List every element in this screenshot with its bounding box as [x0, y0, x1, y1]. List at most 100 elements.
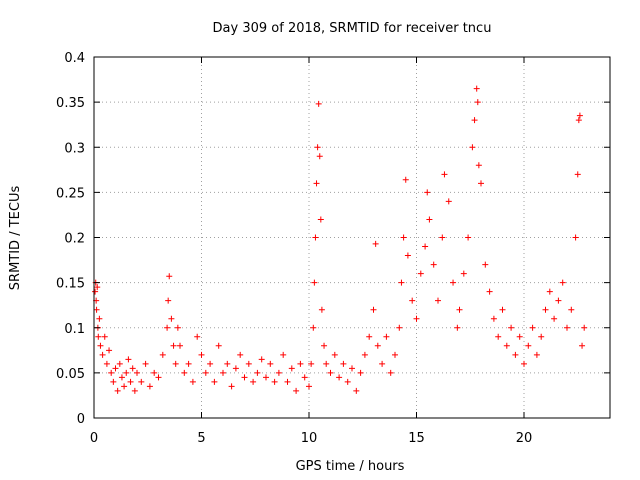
data-point [181, 369, 188, 376]
data-point [166, 273, 173, 280]
x-tick-label: 20 [516, 431, 533, 446]
data-point [516, 333, 523, 340]
data-point [284, 378, 291, 385]
data-point [317, 216, 324, 223]
data-point [475, 162, 482, 169]
data-point [131, 387, 138, 394]
data-point [271, 378, 278, 385]
data-point [159, 351, 166, 358]
data-point [164, 324, 171, 331]
data-point [106, 347, 113, 354]
data-point [413, 315, 420, 322]
data-point [194, 333, 201, 340]
data-point [321, 342, 328, 349]
data-point [454, 324, 461, 331]
data-point [134, 369, 140, 376]
data-point [441, 171, 448, 178]
data-point [146, 383, 153, 390]
data-point [207, 360, 214, 367]
data-point [486, 288, 493, 295]
data-point [110, 378, 117, 385]
data-point [170, 342, 177, 349]
y-tick-label: 0.2 [64, 232, 85, 247]
data-point [94, 284, 101, 291]
data-point [469, 144, 476, 151]
plot-frame [93, 56, 611, 419]
data-point [101, 333, 108, 340]
data-point [267, 360, 274, 367]
data-point [478, 180, 484, 187]
y-tick-label: 0.35 [56, 96, 85, 111]
data-point [465, 234, 472, 241]
data-point [306, 383, 312, 390]
axis-ticks [93, 56, 610, 419]
data-point [533, 351, 540, 358]
data-point [392, 351, 398, 358]
y-tick-label: 0.15 [56, 277, 85, 292]
data-point [245, 360, 252, 367]
data-point [482, 261, 489, 268]
x-tick-label: 5 [197, 431, 205, 446]
data-point [293, 387, 300, 394]
data-point [422, 243, 429, 250]
data-point [310, 324, 317, 331]
data-point [503, 342, 510, 349]
data-point [445, 198, 452, 205]
data-point [579, 342, 586, 349]
data-point [254, 369, 261, 376]
data-point [315, 100, 322, 107]
data-point [559, 279, 566, 286]
data-point [572, 234, 579, 241]
data-point [297, 360, 304, 367]
data-point [576, 112, 583, 119]
data-point [129, 365, 136, 372]
data-point [311, 279, 318, 286]
data-point [177, 342, 183, 349]
data-point [99, 351, 106, 358]
data-point [344, 378, 351, 385]
data-point [430, 261, 437, 268]
y-tick-label: 0.25 [56, 186, 85, 201]
data-point [258, 356, 265, 363]
data-point [168, 315, 175, 322]
data-point [165, 297, 172, 304]
data-point [525, 342, 532, 349]
data-point [474, 99, 481, 106]
data-point [439, 234, 446, 241]
x-tick-label: 0 [90, 431, 98, 446]
data-point [398, 279, 405, 286]
data-point [471, 117, 478, 124]
data-point [400, 234, 407, 241]
data-point [424, 189, 431, 196]
data-point [108, 369, 115, 376]
data-point [318, 306, 325, 313]
data-point [211, 378, 218, 385]
data-point [313, 180, 320, 187]
data-point [314, 144, 321, 151]
data-point [301, 374, 308, 381]
data-point [127, 378, 134, 385]
y-tick-label: 0 [77, 412, 85, 427]
data-point [349, 365, 355, 372]
data-point [275, 369, 282, 376]
data-point [409, 297, 416, 304]
data-point [538, 333, 545, 340]
data-point [402, 176, 409, 183]
data-point [396, 324, 403, 331]
data-point [361, 351, 368, 358]
data-point [280, 351, 287, 358]
data-point [114, 387, 121, 394]
y-tick-label: 0.1 [64, 322, 85, 337]
data-point [138, 378, 145, 385]
data-point [460, 270, 467, 277]
data-point [241, 374, 248, 381]
data-points [92, 85, 588, 394]
x-axis-label: GPS time / hours [296, 459, 405, 474]
data-point [435, 297, 441, 304]
data-point [316, 153, 323, 160]
data-point [417, 270, 424, 277]
data-point [327, 369, 334, 376]
data-point [288, 365, 295, 372]
data-point [450, 279, 457, 286]
